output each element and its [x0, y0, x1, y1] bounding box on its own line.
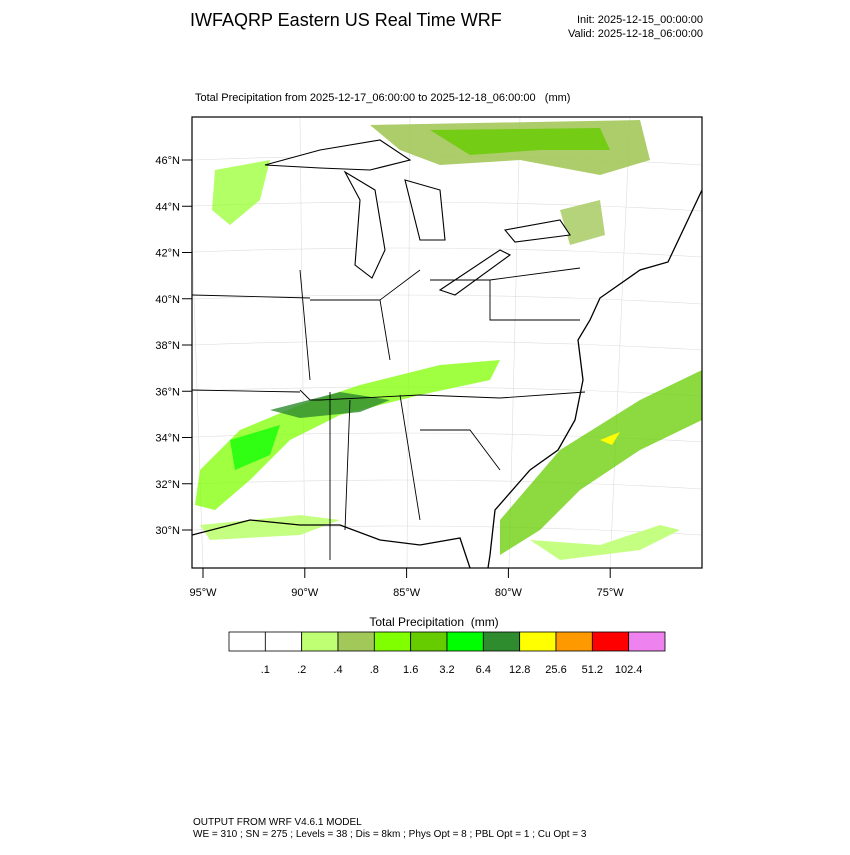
colorbar-box — [591, 631, 630, 652]
colorbar-box — [446, 631, 484, 652]
colorbar-title: Total Precipitation (mm) — [369, 615, 498, 629]
map — [191, 116, 703, 569]
lat-label: 30°N — [155, 525, 180, 537]
lon-label: 95°W — [189, 587, 217, 599]
colorbar-box — [337, 631, 375, 652]
precipitation — [195, 120, 702, 560]
title: IWFAQRP Eastern US Real Time WRF — [190, 10, 502, 30]
colorbar-box — [264, 631, 303, 652]
lon-label: 80°W — [495, 587, 523, 599]
colorbar-label: .8 — [370, 664, 379, 676]
lat-label: 38°N — [155, 340, 180, 352]
map-frame — [191, 116, 703, 569]
colorbar-box — [628, 631, 666, 652]
colorbar-box — [410, 631, 448, 652]
colorbar-label: .2 — [297, 664, 306, 676]
coastline — [192, 189, 702, 568]
colorbar-box — [555, 631, 593, 652]
great-lakes — [264, 139, 571, 296]
colorbar-box — [301, 631, 339, 652]
lon-label: 85°W — [393, 587, 421, 599]
state-borders — [192, 267, 586, 560]
colorbar: .1 .2 .4 .8 1.6 3.2 6.4 12.8 25.6 51.2 102.4 — [228, 631, 666, 676]
colorbar-box — [519, 631, 557, 652]
lat-label: 32°N — [155, 479, 180, 491]
map-subtitle: Total Precipitation from 2025-12-17_06:0… — [195, 92, 570, 104]
colorbar-label: 51.2 — [582, 664, 603, 676]
colorbar-box — [482, 631, 521, 652]
lat-label: 36°N — [155, 386, 180, 398]
footer-line: WE = 310 ; SN = 275 ; Levels = 38 ; Dis … — [193, 829, 587, 840]
footer-line: OUTPUT FROM WRF V4.6.1 MODEL — [193, 817, 362, 828]
colorbar-label: 1.6 — [403, 664, 418, 676]
lon-label: 90°W — [291, 587, 319, 599]
colorbar-box — [373, 631, 412, 652]
colorbar-box — [228, 631, 266, 652]
lat-label: 46°N — [155, 155, 180, 167]
valid-time: Valid: 2025-12-18_06:00:00 — [568, 28, 703, 40]
lon-labels: 95°W 90°W 85°W 80°W 75°W — [189, 568, 624, 599]
init-time: Init: 2025-12-15_00:00:00 — [577, 14, 703, 26]
lat-label: 34°N — [155, 433, 180, 445]
lat-labels: 46°N 44°N 42°N 40°N 38°N 36°N 34°N 32°N 30°N — [155, 155, 192, 537]
colorbar-label: .1 — [261, 664, 270, 676]
lat-label: 44°N — [155, 201, 180, 213]
colorbar-label: 3.2 — [439, 664, 454, 676]
colorbar-label: .4 — [333, 664, 342, 676]
lon-label: 75°W — [597, 587, 625, 599]
lat-label: 40°N — [155, 294, 180, 306]
lat-label: 42°N — [155, 248, 180, 260]
colorbar-label: 6.4 — [476, 664, 491, 676]
colorbar-label: 102.4 — [615, 664, 643, 676]
colorbar-label: 12.8 — [509, 664, 530, 676]
colorbar-label: 25.6 — [545, 664, 566, 676]
